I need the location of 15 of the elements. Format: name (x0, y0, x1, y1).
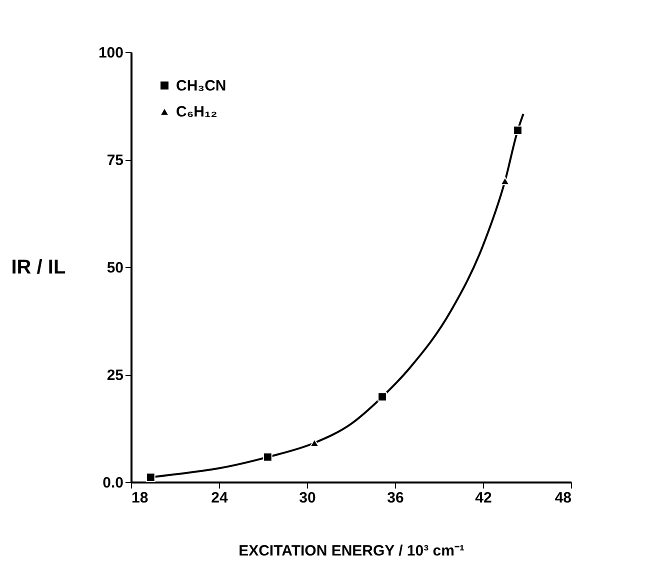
legend-label: C₆H₁₂ (176, 104, 218, 120)
x-axis-title: EXCITATION ENERGY / 10³ cm⁻¹ (238, 542, 464, 560)
y-tick-label: 100 (98, 44, 124, 62)
x-tick-label: 36 (387, 490, 404, 506)
x-tick-label: 30 (299, 490, 316, 506)
x-tick-label: 24 (211, 490, 228, 506)
y-tick-label: 0.0 (102, 474, 124, 492)
y-tick-label: 50 (106, 260, 124, 276)
x-tick-label: 48 (554, 490, 572, 506)
y-tick-label: 75 (106, 152, 124, 169)
y-axis-title: IR / IL (11, 256, 66, 278)
x-tick-label: 42 (475, 490, 492, 506)
y-tick-label: 25 (106, 367, 124, 384)
x-tick-label: 18 (132, 490, 148, 506)
legend-label: CH₃CN (176, 78, 226, 94)
